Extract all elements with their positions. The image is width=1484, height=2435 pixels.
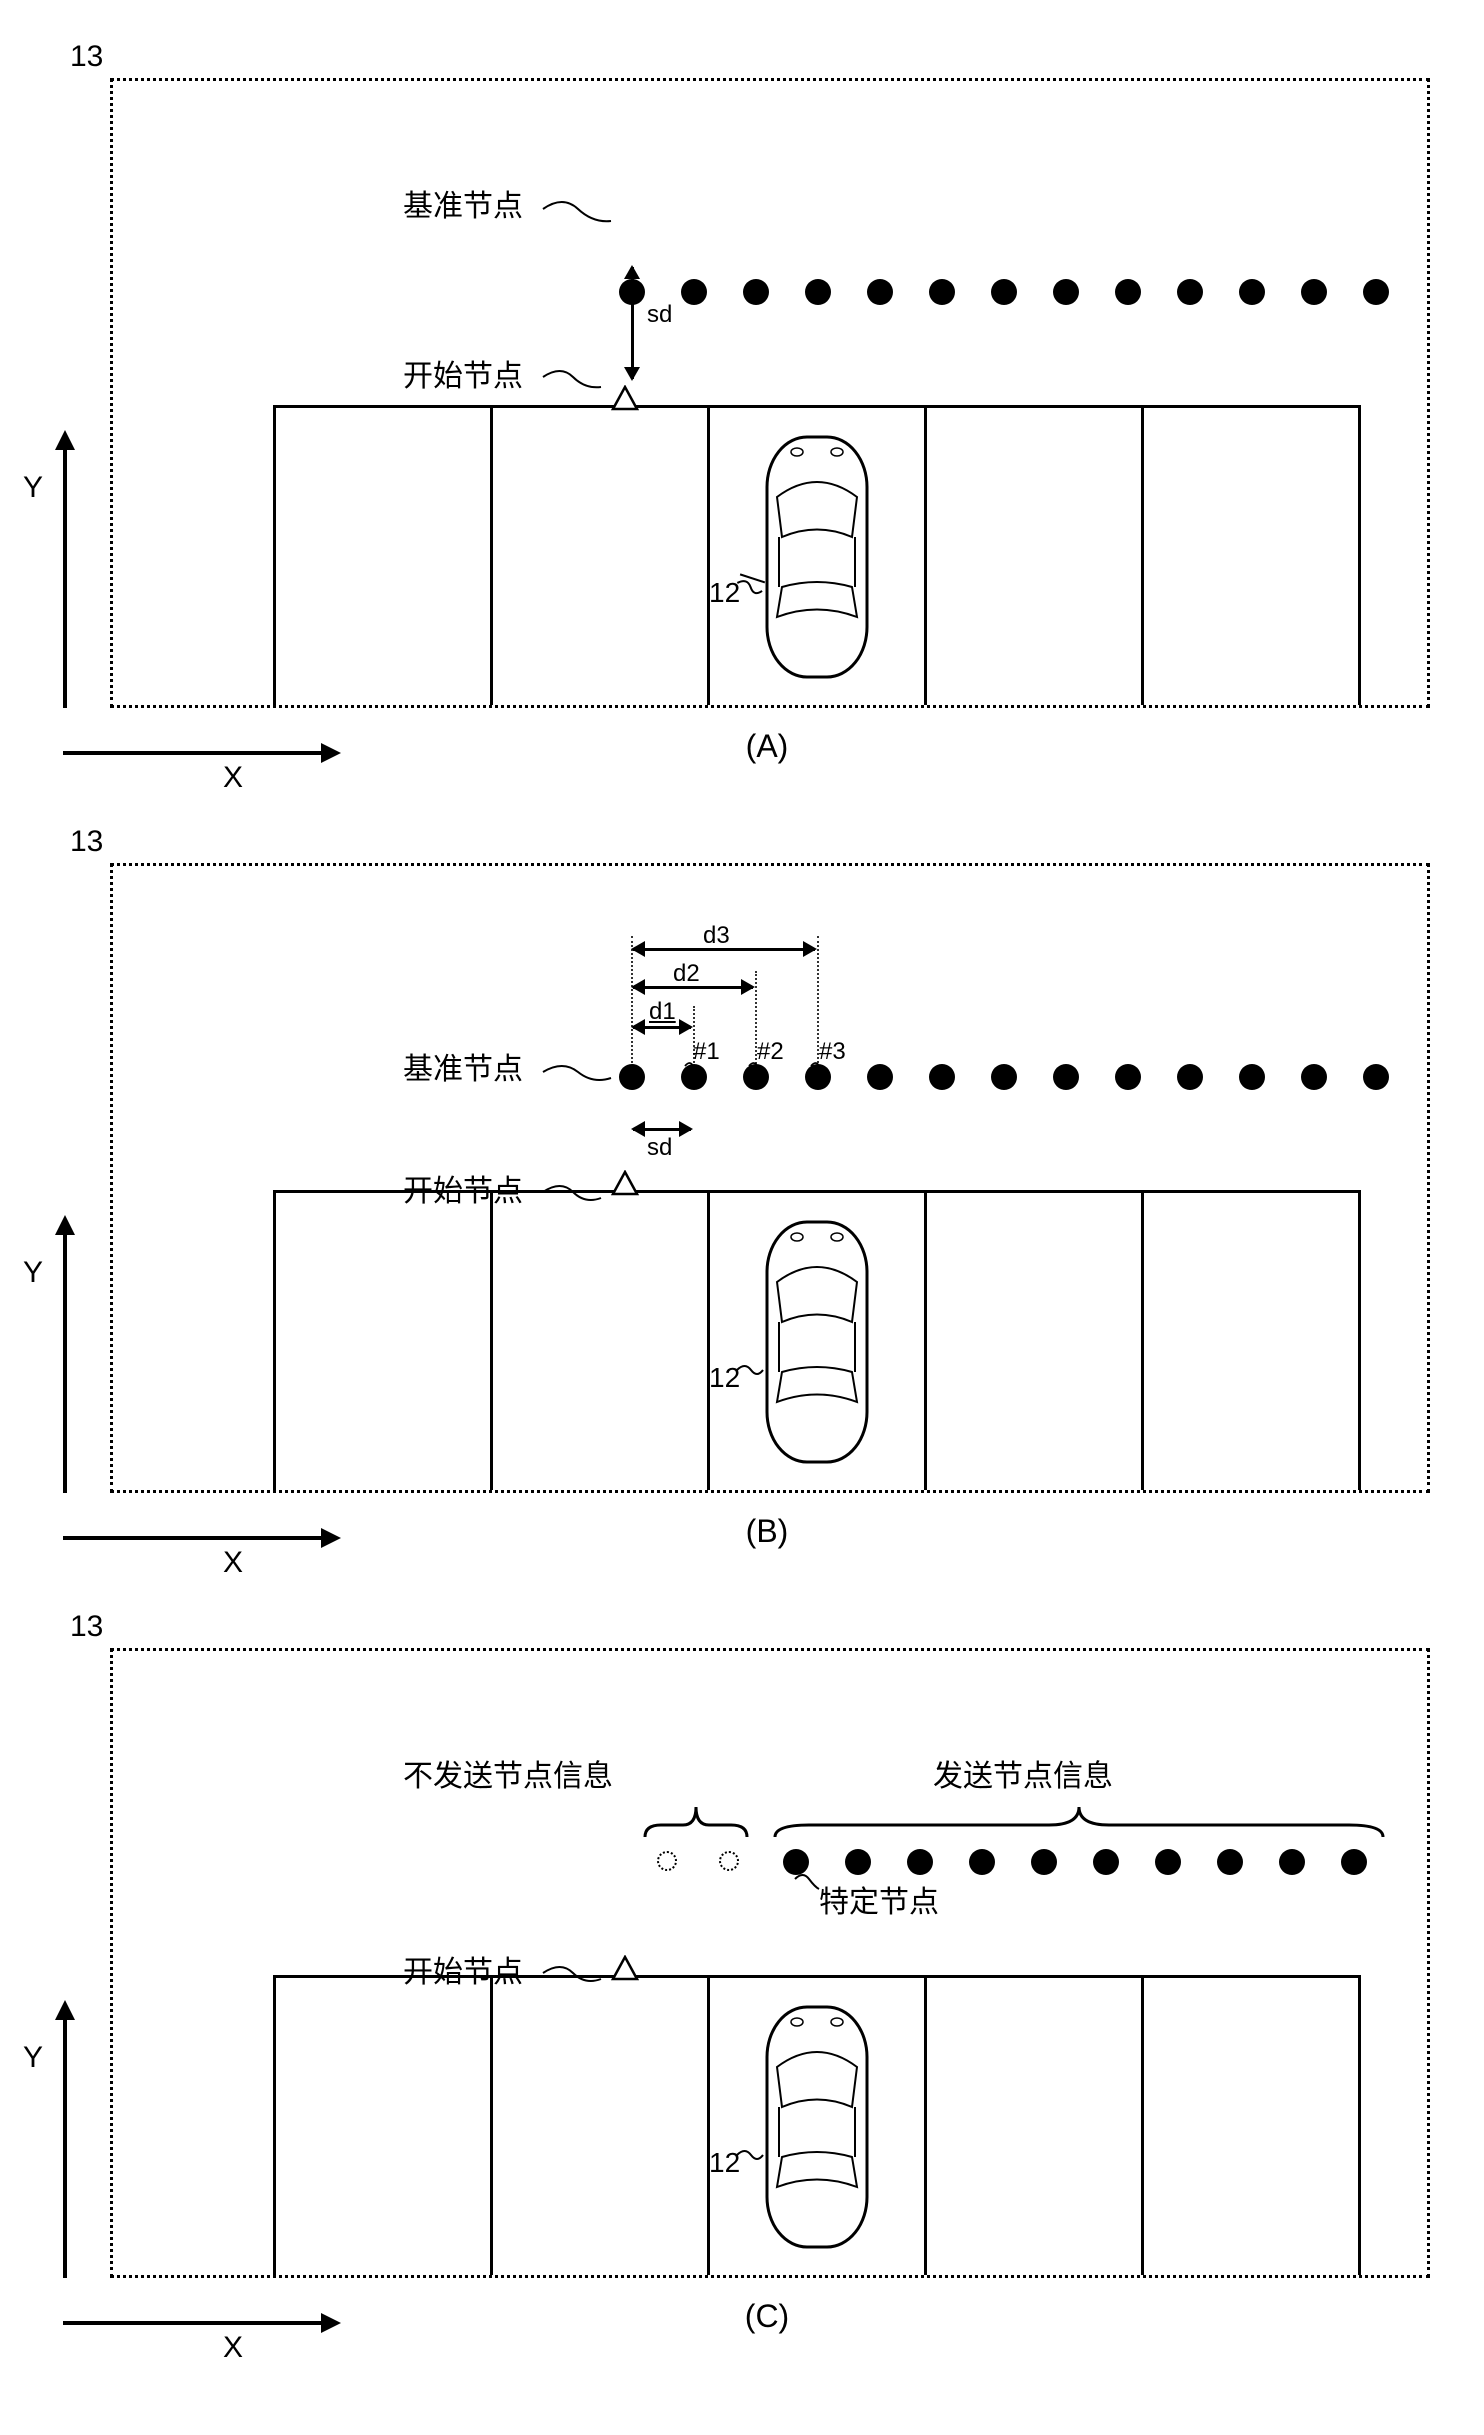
- label-ref-node: 基准节点: [403, 1044, 523, 1088]
- figure-a: 13 Y X: [60, 40, 1424, 765]
- path-node: [1363, 279, 1389, 305]
- path-node: [1301, 1064, 1327, 1090]
- label-start-node: 开始节点: [403, 351, 523, 395]
- figure-b: 13 Y X: [60, 825, 1424, 1550]
- axis-x: [63, 2321, 323, 2325]
- path-node: [1217, 1849, 1243, 1875]
- ref-13: 13: [70, 40, 1424, 74]
- path-node: [991, 1064, 1017, 1090]
- parking-slots: 12: [273, 1190, 1361, 1490]
- path-node: [1363, 1064, 1389, 1090]
- path-node: [805, 1064, 831, 1090]
- axis-x-label: X: [223, 761, 243, 795]
- path-node: [743, 279, 769, 305]
- panel-b-box: Y X 12: [110, 863, 1430, 1493]
- path-node: [1177, 1064, 1203, 1090]
- path-node: [1279, 1849, 1305, 1875]
- panel-a-box: Y X 12: [110, 78, 1430, 708]
- label-d2: d2: [673, 960, 700, 988]
- axis-x-label: X: [223, 1546, 243, 1580]
- figure-c: 13 Y X: [60, 1610, 1424, 2335]
- dim-d1: [633, 1026, 691, 1029]
- path-node: [619, 1064, 645, 1090]
- path-node: [619, 279, 645, 305]
- panel-b-label: (B): [110, 1513, 1424, 1550]
- path-node: [805, 279, 831, 305]
- axis-y-label: Y: [23, 1256, 43, 1290]
- label-send: 发送节点信息: [933, 1751, 1113, 1795]
- leader-ref-node: [543, 203, 613, 233]
- path-node: [969, 1849, 995, 1875]
- open-node-1: [657, 1851, 677, 1871]
- label-start-node: 开始节点: [403, 1166, 523, 1210]
- vehicle-icon: 12: [757, 427, 877, 687]
- path-node: [681, 279, 707, 305]
- path-node: [929, 1064, 955, 1090]
- label-start-node: 开始节点: [403, 1947, 523, 1991]
- path-node: [1031, 1849, 1057, 1875]
- label-d1: d1: [649, 998, 676, 1026]
- vehicle-icon: 12: [757, 1212, 877, 1472]
- axis-x: [63, 1536, 323, 1540]
- dim-sd-b: [633, 1128, 691, 1131]
- label-ref-node: 基准节点: [403, 181, 523, 225]
- path-node: [783, 1849, 809, 1875]
- start-node-marker: [611, 385, 639, 409]
- label-d3: d3: [703, 922, 730, 950]
- parking-slots: 12: [273, 405, 1361, 705]
- vehicle-icon: 12: [757, 1997, 877, 2257]
- axis-y: [63, 1233, 67, 1493]
- axis-y-label: Y: [23, 471, 43, 505]
- panel-c-box: Y X 12: [110, 1648, 1430, 2278]
- panel-c-label: (C): [110, 2298, 1424, 2335]
- vehicle-ref-label: 12: [709, 2147, 740, 2179]
- path-node: [907, 1849, 933, 1875]
- path-node: [929, 279, 955, 305]
- path-node: [1301, 279, 1327, 305]
- brace-send: [769, 1801, 1389, 1841]
- path-node: [1239, 1064, 1265, 1090]
- path-node: [1115, 1064, 1141, 1090]
- leader-specific: [795, 1875, 819, 1895]
- panel-a-label: (A): [110, 728, 1424, 765]
- path-node: [1239, 279, 1265, 305]
- ref-13: 13: [70, 825, 1424, 859]
- path-node: [1341, 1849, 1367, 1875]
- label-specific-node: 特定节点: [819, 1877, 939, 1921]
- start-node-marker: [611, 1170, 639, 1194]
- start-node-marker: [611, 1955, 639, 1979]
- axis-y: [63, 448, 67, 708]
- axis-y-label: Y: [23, 2041, 43, 2075]
- path-node: [1115, 279, 1141, 305]
- label-sd: sd: [647, 301, 672, 329]
- path-node: [867, 1064, 893, 1090]
- path-node: [1053, 1064, 1079, 1090]
- ref-13: 13: [70, 1610, 1424, 1644]
- path-node: [845, 1849, 871, 1875]
- vehicle-ref-label: 12: [709, 577, 740, 609]
- open-node-2: [719, 1851, 739, 1871]
- brace-no-send: [641, 1801, 751, 1841]
- label-no-send: 不发送节点信息: [403, 1751, 613, 1795]
- parking-slots: 12: [273, 1975, 1361, 2275]
- path-node: [1053, 279, 1079, 305]
- vehicle-ref-label: 12: [709, 1362, 740, 1394]
- path-node: [991, 279, 1017, 305]
- axis-y: [63, 2018, 67, 2278]
- axis-x: [63, 751, 323, 755]
- path-node: [867, 279, 893, 305]
- path-node: [1155, 1849, 1181, 1875]
- path-node: [743, 1064, 769, 1090]
- axis-x-label: X: [223, 2331, 243, 2365]
- leader-start-node: [543, 371, 603, 397]
- label-sd-b: sd: [647, 1134, 672, 1162]
- path-node: [1093, 1849, 1119, 1875]
- path-node: [681, 1064, 707, 1090]
- path-node: [1177, 279, 1203, 305]
